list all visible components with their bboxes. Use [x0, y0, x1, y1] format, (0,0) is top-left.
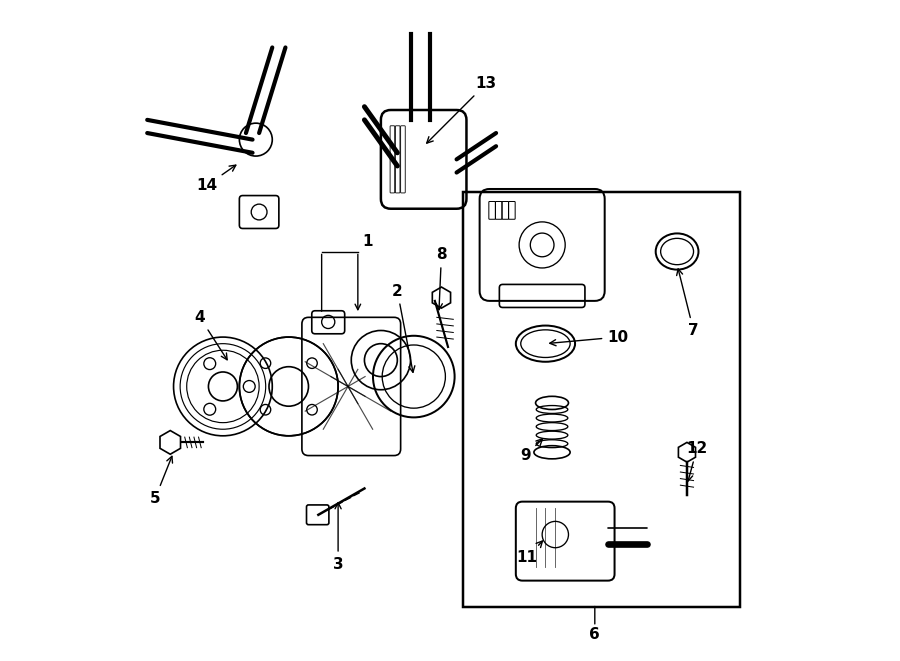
- Text: 11: 11: [517, 541, 543, 565]
- Text: 14: 14: [196, 165, 236, 193]
- Text: 2: 2: [392, 284, 415, 372]
- Text: 12: 12: [686, 442, 707, 481]
- Bar: [464, 192, 740, 607]
- Text: 9: 9: [520, 439, 543, 463]
- Text: 13: 13: [427, 76, 497, 143]
- Text: 10: 10: [550, 330, 628, 346]
- Text: 6: 6: [590, 627, 600, 642]
- Text: 4: 4: [194, 310, 227, 360]
- Text: 1: 1: [363, 234, 373, 249]
- Text: 5: 5: [149, 456, 173, 506]
- Text: 3: 3: [333, 502, 344, 572]
- Text: 7: 7: [677, 269, 699, 338]
- Text: 8: 8: [436, 247, 446, 310]
